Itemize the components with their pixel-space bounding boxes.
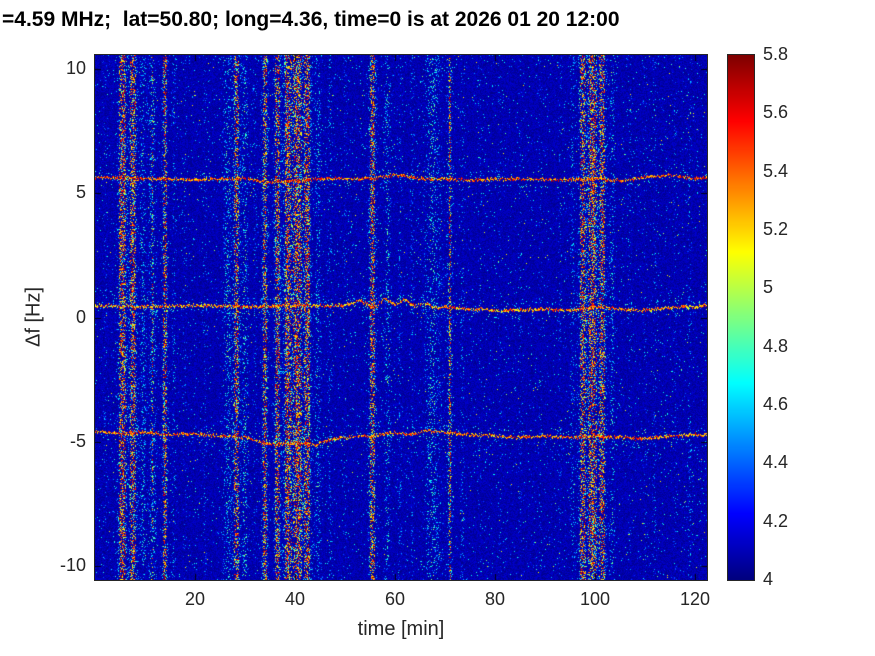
- colorbar-tick-label: 4.6: [763, 394, 789, 414]
- heatmap-canvas: [94, 54, 708, 581]
- y-tick-label: -10: [59, 555, 86, 576]
- y-tick-label: 5: [75, 182, 86, 203]
- colorbar-tick-label: 4.2: [763, 510, 789, 531]
- colorbar-tick-label: 4.4: [763, 452, 789, 473]
- x-tick-label: 40: [284, 589, 306, 609]
- chart-title: =4.59 MHz; lat=50.80; long=4.36, time=0 …: [2, 8, 620, 31]
- y-tick-label: -5: [69, 430, 86, 451]
- colorbar-tick-label: 5.2: [763, 219, 789, 239]
- colorbar-tick-label: 4.8: [763, 335, 789, 356]
- y-tick-label: 0: [75, 306, 86, 327]
- x-tick-label: 100: [579, 589, 611, 609]
- colorbar-tick-label: 5: [763, 277, 774, 298]
- x-axis-label: time [min]: [357, 618, 445, 640]
- x-tick-label: 120: [679, 589, 711, 609]
- x-tick-label: 80: [484, 589, 506, 609]
- colorbar-tick-label: 5.6: [763, 102, 789, 123]
- colorbar-tick-label: 4: [763, 569, 774, 589]
- colorbar-tick-label: 5.8: [763, 44, 789, 64]
- y-tick-label: 10: [65, 57, 86, 78]
- colorbar: [727, 54, 755, 581]
- x-tick-label: 60: [384, 589, 406, 609]
- colorbar-tick-label: 5.4: [763, 160, 789, 181]
- x-tick-label: 20: [184, 589, 206, 609]
